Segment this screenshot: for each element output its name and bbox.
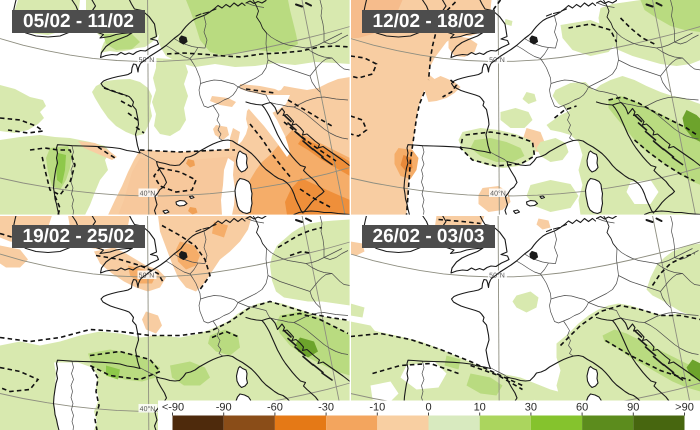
svg-text:10: 10 xyxy=(474,402,486,414)
svg-text:90: 90 xyxy=(627,402,639,414)
svg-text:-60: -60 xyxy=(267,402,283,414)
svg-text:30: 30 xyxy=(525,402,537,414)
svg-text:>90: >90 xyxy=(675,402,694,414)
svg-text:0: 0 xyxy=(425,402,431,414)
svg-text:-90: -90 xyxy=(216,402,232,414)
svg-text:-30: -30 xyxy=(318,402,334,414)
svg-text:-10: -10 xyxy=(369,402,385,414)
svg-text:60: 60 xyxy=(576,402,588,414)
svg-text:<-90: <-90 xyxy=(162,402,184,414)
